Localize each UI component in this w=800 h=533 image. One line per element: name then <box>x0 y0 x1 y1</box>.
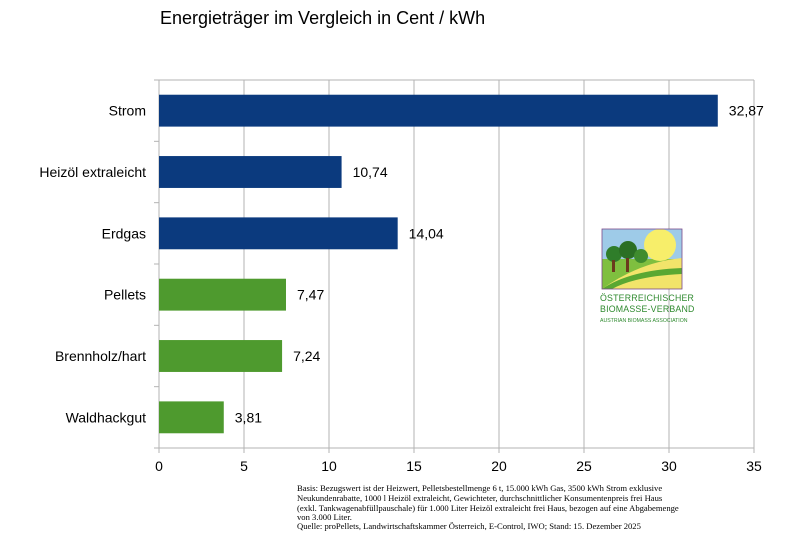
biomasse-verband-logo: ÖSTERREICHISCHER BIOMASSE-VERBAND AUSTRI… <box>600 228 695 324</box>
logo-line-1: ÖSTERREICHISCHER <box>600 293 694 303</box>
value-label-1: 10,74 <box>353 164 388 180</box>
value-label-0: 32,87 <box>729 103 764 119</box>
value-label-4: 7,24 <box>293 348 320 364</box>
footnote-line-3: von 3.000 Liter. <box>297 512 352 522</box>
category-label-5: Waldhackgut <box>66 409 147 425</box>
value-label-2: 14,04 <box>409 225 444 241</box>
x-tick-label-4: 20 <box>491 458 507 474</box>
x-tick-label-1: 5 <box>240 458 248 474</box>
chart-title: Energieträger im Vergleich in Cent / kWh <box>160 8 485 28</box>
logo-line-3: AUSTRIAN BIOMASS ASSOCIATION <box>600 318 688 324</box>
bar-0 <box>159 94 718 127</box>
x-tick-label-0: 0 <box>155 458 163 474</box>
bar-1 <box>159 156 342 188</box>
bar-3 <box>159 278 286 311</box>
x-tick-label-7: 35 <box>746 458 762 474</box>
x-tick-label-2: 10 <box>321 458 337 474</box>
value-label-3: 7,47 <box>297 287 324 303</box>
bar-4 <box>159 340 283 372</box>
footnote: Basis: Bezugswert ist der Heizwert, Pell… <box>297 483 679 531</box>
x-tick-label-3: 15 <box>406 458 422 474</box>
footnote-line-2: (exkl. Tankwagenabfüllpauschale) für 1.0… <box>297 503 679 513</box>
category-label-0: Strom <box>109 103 146 119</box>
bar-2 <box>159 217 398 250</box>
x-tick-label-5: 25 <box>576 458 592 474</box>
grid <box>158 79 755 449</box>
bars: Strom 32,87 Heizöl extraleicht 10,74 Erdgas 1… <box>39 94 764 434</box>
category-label-4: Brennholz/hart <box>55 348 146 364</box>
category-label-1: Heizöl extraleicht <box>39 164 146 180</box>
bar-5 <box>159 401 224 434</box>
category-label-3: Pellets <box>104 287 146 303</box>
footnote-line-1: Neukundenrabatte, 1000 l Heizöl extralei… <box>297 493 663 503</box>
logo-line-2: BIOMASSE-VERBAND <box>600 304 695 314</box>
footnote-line-0: Basis: Bezugswert ist der Heizwert, Pell… <box>297 483 662 493</box>
footnote-line-4: Quelle: proPellets, Landwirtschaftskamme… <box>297 521 641 531</box>
x-axis: 0 5 10 15 20 25 30 35 <box>154 79 762 474</box>
category-label-2: Erdgas <box>102 225 146 241</box>
value-label-5: 3,81 <box>235 409 262 425</box>
x-tick-label-6: 30 <box>661 458 677 474</box>
